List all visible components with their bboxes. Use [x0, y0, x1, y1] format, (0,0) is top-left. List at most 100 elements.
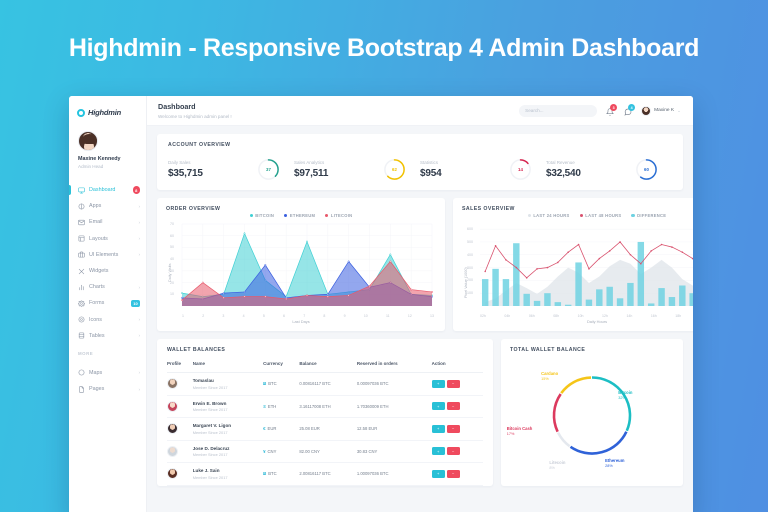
- currency-symbol: Ξ: [263, 403, 266, 409]
- user-menu-label: Maxine K: [654, 108, 675, 113]
- sidebar-item-badge: 8: [132, 186, 140, 194]
- deposit-button[interactable]: +: [431, 402, 445, 411]
- row-since: Member Since 2017: [192, 384, 228, 390]
- sales-overview-xlabel: Daily Hours: [586, 319, 608, 324]
- donut-percent: 17%: [506, 432, 515, 437]
- cell-name: Luke J. Sain Member Since 2017: [192, 462, 264, 486]
- x-axis: 1 2 3 4 5 6 7 8 9 10 11 12 13: [166, 314, 436, 318]
- brand-logo[interactable]: Highdmin: [69, 102, 146, 125]
- topbar-heading: Dashboard Welcome to Highdmin admin pane…: [158, 102, 519, 119]
- sidebar-item-label: Widgets: [89, 268, 109, 275]
- dashboard-scroll[interactable]: ACCOUNT OVERVIEW Daily Sales $35,715 37 Sal…: [147, 126, 693, 512]
- sidebar-item-maps[interactable]: Maps ›: [69, 365, 146, 381]
- donut-percent: 15%: [541, 376, 549, 381]
- legend-item[interactable]: ETHEREUM: [284, 213, 315, 218]
- stat-gauge: 14: [509, 158, 532, 181]
- legend-item[interactable]: LAST 48 HOURS: [579, 213, 622, 218]
- sidebar-item-ui-elements[interactable]: UI Elements ›: [69, 247, 146, 263]
- layout-icon: [78, 235, 85, 242]
- y-tick-label: 30: [170, 268, 174, 273]
- sidebar-item-tables[interactable]: Tables ›: [69, 328, 146, 344]
- topbar-subtitle: Welcome to Highdmin admin panel !: [158, 113, 232, 119]
- legend-label: ETHEREUM: [289, 213, 316, 218]
- y-tick-label: 400: [467, 252, 473, 257]
- sales-overview-card: SALES OVERVIEW LAST 24 HOURS LAST 48 HOUR…: [453, 198, 693, 331]
- withdraw-button[interactable]: −: [446, 447, 460, 456]
- search-input[interactable]: [525, 108, 591, 113]
- row-name: Erwin E. Brown: [192, 400, 227, 406]
- sidebar-item-label: Pages: [89, 386, 105, 393]
- sidebar-item-email[interactable]: Email ›: [69, 214, 146, 230]
- chevron-down-icon: ⌄: [677, 107, 681, 113]
- legend-label: LITECOIN: [330, 213, 353, 218]
- x-tick-label: 6: [283, 314, 285, 318]
- legend-item[interactable]: LITECOIN: [325, 213, 352, 218]
- stat-gauge-value: 14: [518, 167, 523, 172]
- sidebar-item-icons[interactable]: Icons ›: [69, 312, 146, 328]
- sidebar-item-charts[interactable]: Charts ›: [69, 279, 146, 295]
- table-row[interactable]: Tomaslau Member Since 2017 Ƀ BTC 0.00816117 …: [167, 372, 483, 396]
- withdraw-button[interactable]: −: [446, 424, 460, 433]
- donut-percent: 8%: [549, 466, 555, 471]
- sidebar-item-layouts[interactable]: Layouts ›: [69, 231, 146, 247]
- withdraw-button[interactable]: −: [446, 379, 460, 388]
- currency-symbol: Ƀ: [263, 471, 267, 477]
- sidebar-item-pages[interactable]: Pages ›: [69, 381, 146, 397]
- sidebar-item-apps[interactable]: Apps ›: [69, 198, 146, 214]
- cell-profile: [167, 440, 193, 463]
- x-tick-label: 04h: [504, 314, 511, 318]
- sidebar-item-label: Charts: [89, 284, 105, 291]
- sidebar-profile[interactable]: Maxine Kennedy Admin Head: [69, 125, 146, 177]
- total-wallet-donut: Bitcoin 32% Ethereum 28% Litecoin 8% Bitcoin C…: [506, 359, 674, 477]
- sidebar-item-label: Layouts: [89, 235, 108, 242]
- y-tick-label: 300: [467, 265, 473, 270]
- deposit-button[interactable]: +: [431, 469, 445, 478]
- currency-symbol: €: [263, 426, 266, 432]
- map-pin-icon: [78, 369, 85, 376]
- donut-svg: [552, 376, 632, 455]
- sidebar-item-widgets[interactable]: Widgets: [69, 263, 146, 279]
- withdraw-button[interactable]: −: [446, 469, 460, 478]
- sidebar-item-label: Tables: [89, 332, 105, 339]
- table-row[interactable]: Luke J. Sain Member Since 2017 Ƀ BTC 2.00816…: [167, 462, 483, 486]
- cell-currency: ¥ CNY: [263, 440, 300, 463]
- brand-name: Highdmin: [88, 108, 121, 117]
- chevron-right-icon: ›: [138, 219, 140, 225]
- cell-reserved: 30.83 CNY: [356, 440, 432, 463]
- avatar: [167, 468, 178, 480]
- sidebar-item-dashboard[interactable]: Dashboard 8: [69, 182, 146, 198]
- cell-name: Jose D. Delacruz Member Since 2017: [192, 440, 264, 463]
- deposit-button[interactable]: +: [431, 379, 445, 388]
- sidebar-item-forms[interactable]: Forms 10: [69, 295, 146, 311]
- row-since: Member Since 2017: [192, 429, 228, 435]
- wallet-balances-title: WALLET BALANCES: [167, 347, 226, 353]
- y-tick-label: 200: [467, 278, 473, 283]
- deposit-button[interactable]: +: [431, 447, 445, 456]
- currency-code: ETH: [267, 403, 277, 409]
- deposit-button[interactable]: +: [431, 424, 445, 433]
- notifications-button[interactable]: 3: [605, 104, 618, 116]
- y-tick-label: 10: [170, 292, 174, 297]
- table-row[interactable]: Erwin E. Brown Member Since 2017 Ξ ETH 3.161…: [167, 395, 483, 418]
- table-header-row: Profile Name Currency Balance Reserved in or…: [167, 361, 483, 373]
- withdraw-button[interactable]: −: [446, 402, 460, 411]
- table-row[interactable]: Jose D. Delacruz Member Since 2017 ¥ CNY 82.…: [167, 440, 483, 463]
- legend-item[interactable]: LAST 24 HOURS: [527, 213, 570, 218]
- legend-item[interactable]: BITCOIN: [249, 213, 275, 218]
- user-menu[interactable]: Maxine K ⌄: [641, 105, 681, 116]
- cell-name: Erwin E. Brown Member Since 2017: [192, 395, 264, 418]
- x-tick-label: 18h: [675, 314, 682, 318]
- settings-icon: [78, 300, 85, 307]
- total-wallet-balance-card: TOTAL WALLET BALANCE Bitcoin 32% Ethereum 2…: [501, 339, 683, 486]
- bell-icon: [606, 108, 615, 116]
- messages-button[interactable]: 4: [623, 104, 636, 116]
- legend-item[interactable]: DIFFERENCE: [631, 213, 666, 218]
- search-box[interactable]: [519, 104, 598, 117]
- row-since: Member Since 2017: [192, 474, 228, 480]
- cell-reserved: 12.58 EUR: [356, 417, 432, 441]
- stat-value: $954: [420, 168, 442, 179]
- cell-name: Tomaslau Member Since 2017: [192, 372, 264, 396]
- table-row[interactable]: Margaret V. Ligon Member Since 2017 € EUR 25…: [167, 417, 483, 441]
- account-overview-title: ACCOUNT OVERVIEW: [168, 142, 231, 148]
- sidebar-item-label: Forms: [89, 300, 105, 307]
